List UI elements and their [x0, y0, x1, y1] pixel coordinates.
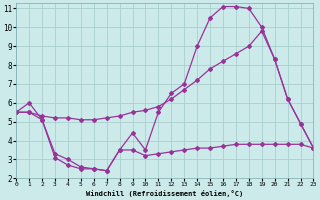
X-axis label: Windchill (Refroidissement éolien,°C): Windchill (Refroidissement éolien,°C): [86, 190, 244, 197]
